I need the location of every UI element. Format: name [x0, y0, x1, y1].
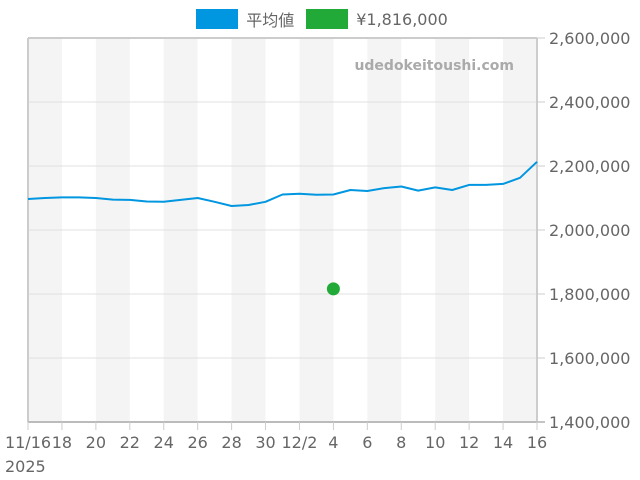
y-tick-label: 2,600,000	[549, 29, 630, 48]
x-tick-label: 8	[396, 433, 406, 452]
x-tick-label: 22	[120, 433, 140, 452]
y-tick-label: 2,000,000	[549, 221, 630, 240]
x-tick-label: 24	[154, 433, 174, 452]
legend-swatch-average	[196, 9, 239, 29]
x-tick-label: 16	[527, 433, 547, 452]
x-tick-label: 12	[459, 433, 479, 452]
y-tick-label: 1,800,000	[549, 285, 630, 304]
x-tick-label: 10	[425, 433, 445, 452]
x-tick-label: 14	[493, 433, 513, 452]
x-tick-label: 11/16	[5, 433, 51, 452]
x-tick-label: 26	[187, 433, 207, 452]
y-tick-label: 1,400,000	[549, 413, 630, 432]
legend-item-average[interactable]: 平均値	[196, 7, 294, 31]
x-tick-label: 6	[362, 433, 372, 452]
y-tick-label: 2,400,000	[549, 93, 630, 112]
legend-label-price: ¥1,816,000	[356, 9, 448, 29]
average-price-line	[27, 161, 538, 207]
watermark: udedokeitoushi.com	[354, 58, 514, 74]
current-price-dot	[326, 282, 340, 296]
y-tick-label: 2,200,000	[549, 157, 630, 176]
x-tick-label: 28	[221, 433, 241, 452]
y-tick-label: 1,600,000	[549, 349, 630, 368]
x-tick-label: 20	[86, 433, 106, 452]
x-tick-label: 30	[255, 433, 275, 452]
x-tick-label: 12/2	[281, 433, 317, 452]
legend-item-price[interactable]: ¥1,816,000	[306, 9, 448, 29]
x-year-label: 2025	[5, 457, 46, 476]
legend-swatch-price	[306, 9, 349, 29]
chart-legend: 平均値 ¥1,816,000	[0, 8, 640, 30]
x-tick-label: 4	[328, 433, 338, 452]
legend-label-average: 平均値	[246, 11, 295, 30]
x-tick-label: 18	[52, 433, 72, 452]
